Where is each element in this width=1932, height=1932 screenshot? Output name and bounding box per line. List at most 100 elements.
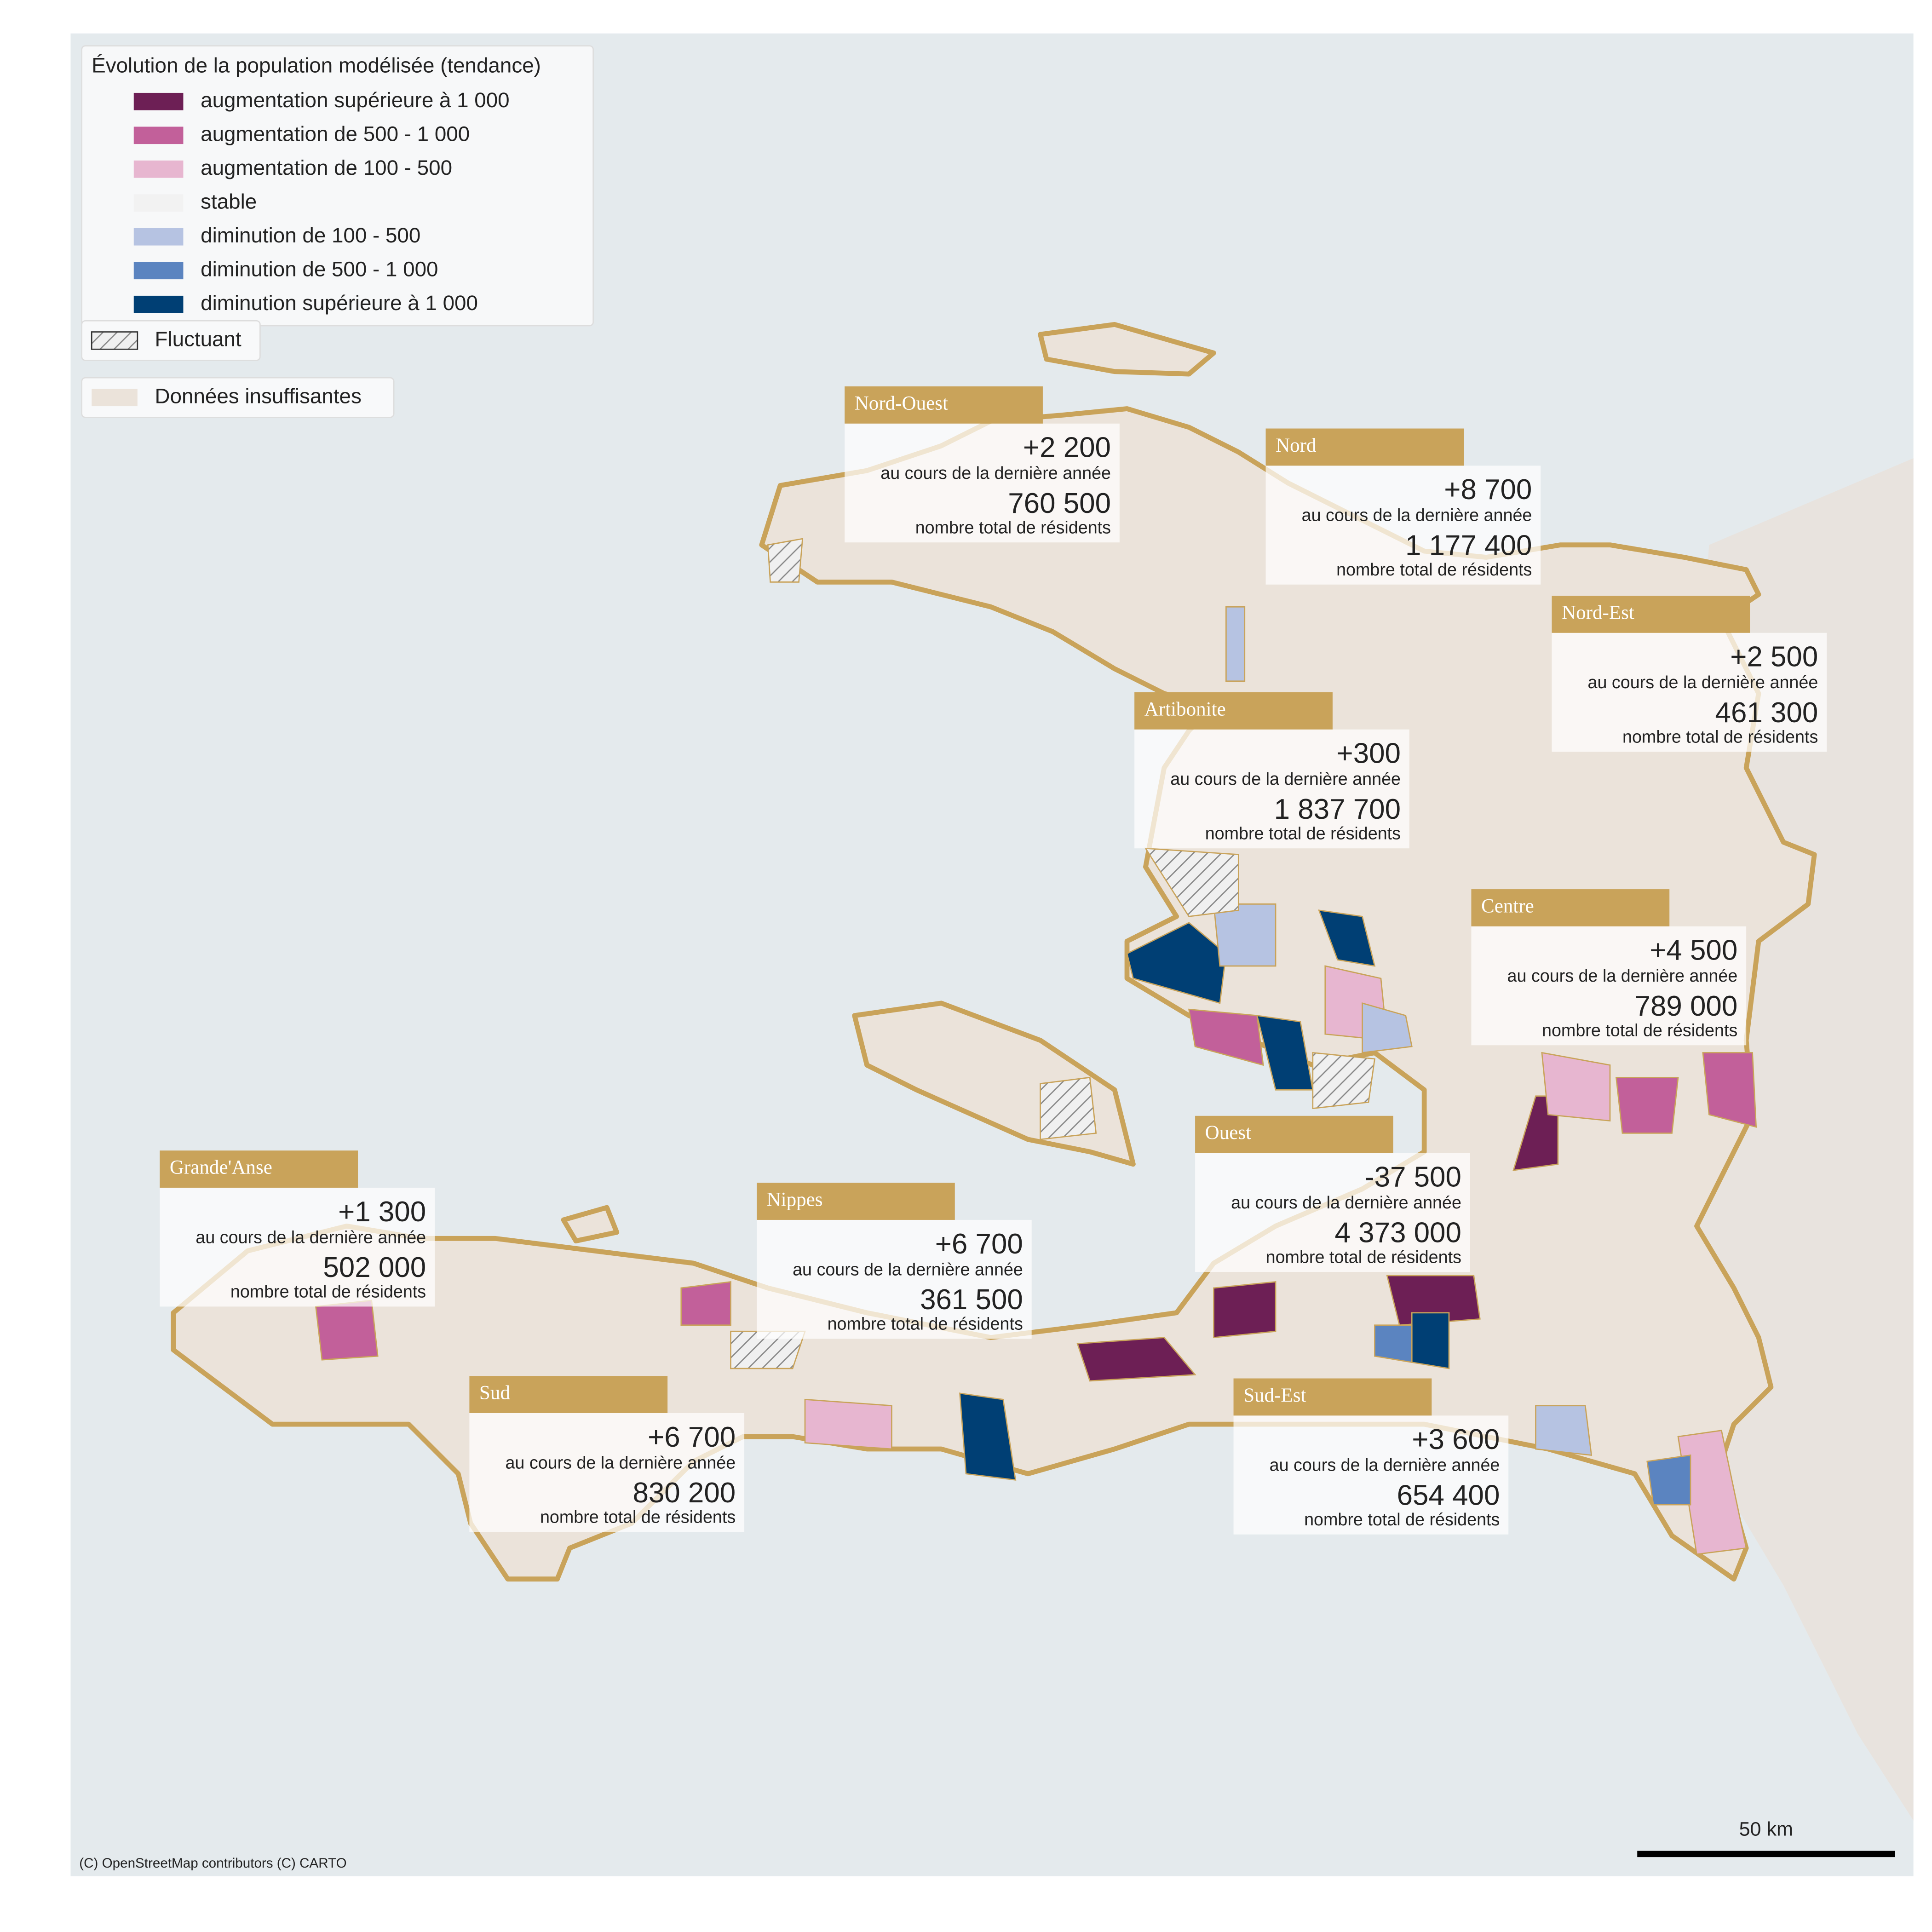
legend-label: augmentation de 100 - 500 bbox=[201, 156, 452, 179]
region-name: Nord-Est bbox=[1562, 602, 1634, 623]
region-info-box bbox=[469, 1413, 745, 1532]
region-change-label: au cours de la dernière année bbox=[880, 463, 1111, 483]
region-total: 1 837 700 bbox=[1274, 794, 1401, 825]
legend-label: diminution de 500 - 1 000 bbox=[201, 257, 438, 281]
small-island bbox=[561, 1205, 620, 1244]
region-total: 1 177 400 bbox=[1405, 529, 1532, 561]
legend-label: diminution supérieure à 1 000 bbox=[201, 291, 478, 315]
region-total-label: nombre total de résidents bbox=[1266, 1247, 1461, 1266]
legend-label: diminution de 100 - 500 bbox=[201, 224, 420, 247]
region-total: 502 000 bbox=[323, 1252, 426, 1283]
commune bbox=[1213, 903, 1276, 967]
region-change-label: au cours de la dernière année bbox=[1588, 673, 1818, 692]
region-change-label: au cours de la dernière année bbox=[1231, 1193, 1461, 1212]
region-header bbox=[1471, 889, 1670, 926]
region-total: 4 373 000 bbox=[1335, 1217, 1461, 1249]
legend-label: augmentation supérieure à 1 000 bbox=[201, 88, 509, 112]
commune bbox=[1646, 1454, 1691, 1506]
region-total-label: nombre total de résidents bbox=[915, 518, 1111, 537]
region-change: +4 500 bbox=[1650, 935, 1737, 966]
region-total: 654 400 bbox=[1397, 1479, 1500, 1511]
commune bbox=[1213, 1281, 1276, 1339]
commune bbox=[1144, 847, 1239, 917]
region-name: Grande'Anse bbox=[170, 1156, 272, 1178]
commune bbox=[1362, 1002, 1413, 1053]
commune bbox=[1615, 1076, 1679, 1134]
region-info-box bbox=[757, 1219, 1032, 1339]
region-info-box bbox=[1552, 632, 1827, 752]
region-change: +6 700 bbox=[648, 1421, 736, 1453]
region-name: Centre bbox=[1481, 895, 1534, 917]
region-change-label: au cours de la dernière année bbox=[1302, 506, 1532, 525]
region-change: +3 600 bbox=[1412, 1424, 1500, 1455]
region-total: 760 500 bbox=[1008, 488, 1111, 519]
region-header bbox=[1265, 428, 1464, 466]
commune bbox=[1374, 1324, 1413, 1363]
commune bbox=[680, 1281, 731, 1326]
region-info-box bbox=[845, 423, 1120, 543]
region-total-label: nombre total de résidents bbox=[1622, 727, 1818, 747]
region-info-box bbox=[1265, 466, 1541, 585]
region-total-label: nombre total de résidents bbox=[1542, 1021, 1737, 1040]
legend-box bbox=[81, 320, 261, 361]
region-change: +2 200 bbox=[1023, 432, 1111, 464]
region-change: -37 500 bbox=[1365, 1161, 1461, 1193]
region-info-box bbox=[1195, 1153, 1470, 1272]
region-change: +300 bbox=[1337, 738, 1401, 770]
legend-swatch bbox=[133, 126, 184, 144]
region-change: +1 300 bbox=[338, 1196, 426, 1228]
region-total: 361 500 bbox=[920, 1284, 1023, 1316]
scale-label: 50 km bbox=[1739, 1818, 1793, 1840]
legend-swatch bbox=[91, 331, 138, 350]
commune bbox=[1386, 1275, 1481, 1326]
region-info-box bbox=[160, 1187, 435, 1307]
legend-label: augmentation de 500 - 1 000 bbox=[201, 122, 470, 145]
region-info-box bbox=[1471, 926, 1747, 1046]
region-total-label: nombre total de résidents bbox=[1304, 1510, 1500, 1529]
legend-box bbox=[81, 45, 594, 327]
legend-title: Évolution de la population modélisée (te… bbox=[92, 53, 541, 77]
region-change-label: au cours de la dernière année bbox=[1507, 966, 1738, 985]
region-change-label: au cours de la dernière année bbox=[1270, 1455, 1500, 1475]
commune bbox=[1126, 922, 1227, 1004]
commune bbox=[767, 538, 804, 583]
tortuga-island bbox=[1038, 322, 1216, 377]
region-total-label: nombre total de résidents bbox=[828, 1314, 1023, 1334]
region-name: Nippes bbox=[767, 1189, 823, 1210]
legend-swatch bbox=[133, 160, 184, 178]
region-header bbox=[1233, 1378, 1432, 1416]
region-header bbox=[1134, 692, 1333, 730]
legend-swatch bbox=[133, 228, 184, 246]
region-header bbox=[1552, 596, 1750, 633]
commune bbox=[804, 1398, 892, 1450]
region-total-label: nombre total de résidents bbox=[230, 1282, 426, 1301]
region-name: Artibonite bbox=[1144, 698, 1226, 720]
commune bbox=[1541, 1052, 1611, 1122]
region-header bbox=[160, 1150, 358, 1188]
region-change-label: au cours de la dernière année bbox=[196, 1227, 426, 1247]
region-header bbox=[1195, 1116, 1393, 1153]
region-total-label: nombre total de résidents bbox=[1205, 824, 1401, 843]
legend-label: Fluctuant bbox=[155, 327, 242, 351]
region-header bbox=[469, 1376, 668, 1413]
commune bbox=[1225, 606, 1246, 682]
commune bbox=[1702, 1052, 1757, 1128]
commune bbox=[1188, 1008, 1264, 1066]
region-total: 461 300 bbox=[1715, 697, 1818, 729]
region-name: Sud-Est bbox=[1243, 1385, 1306, 1406]
commune bbox=[1411, 1312, 1450, 1369]
legend-box bbox=[81, 377, 395, 418]
legend-swatch bbox=[133, 295, 184, 313]
region-total: 830 200 bbox=[632, 1477, 736, 1509]
region-change: +8 700 bbox=[1444, 474, 1532, 506]
region-change-label: au cours de la dernière année bbox=[793, 1259, 1023, 1279]
